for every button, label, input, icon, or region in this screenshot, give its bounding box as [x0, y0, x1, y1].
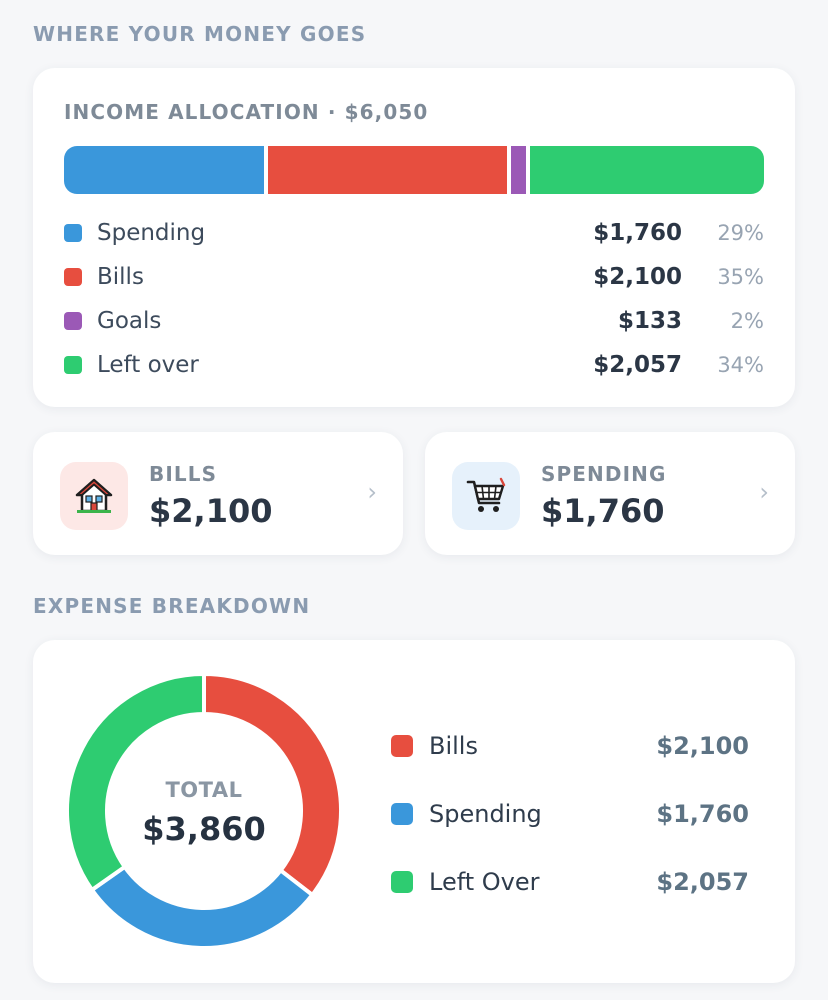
- bills-label: BILLS: [149, 462, 218, 486]
- legend-row-bills: Bills $2,100 35%: [64, 262, 764, 292]
- breakdown-row-left-over: Left Over $2,057: [391, 865, 749, 899]
- chevron-right-icon: ›: [367, 478, 377, 506]
- section-title-expense: EXPENSE BREAKDOWN: [33, 594, 311, 618]
- legend-row-goals: Goals $133 2%: [64, 306, 764, 336]
- allocation-bar: [64, 146, 764, 194]
- bills-value: $2,100: [149, 492, 273, 530]
- breakdown-label: Left Over: [429, 868, 540, 896]
- breakdown-label: Bills: [429, 732, 478, 760]
- spending-color-dot: [391, 803, 413, 825]
- left-over-color-dot: [64, 356, 82, 374]
- bills-summary-card[interactable]: BILLS $2,100 ›: [33, 432, 403, 555]
- breakdown-row-spending: Spending $1,760: [391, 797, 749, 831]
- donut-total-value: $3,860: [142, 810, 266, 848]
- spending-value: $1,760: [541, 492, 665, 530]
- legend-percent: 34%: [717, 353, 764, 377]
- expense-breakdown-card: TOTAL $3,860 Bills $2,100 Spending $1,76…: [33, 640, 795, 983]
- spending-summary-card[interactable]: SPENDING $1,760 ›: [425, 432, 795, 555]
- breakdown-row-bills: Bills $2,100: [391, 729, 749, 763]
- breakdown-amount: $1,760: [656, 800, 749, 828]
- legend-percent: 29%: [717, 221, 764, 245]
- allocation-title: INCOME ALLOCATION · $6,050: [64, 100, 429, 124]
- breakdown-label: Spending: [429, 800, 542, 828]
- house-icon: [60, 462, 128, 530]
- legend-label: Spending: [97, 220, 206, 246]
- allocation-segment-left-over: [530, 146, 764, 194]
- legend-percent: 2%: [730, 309, 764, 333]
- bills-color-dot: [64, 268, 82, 286]
- allocation-segment-bills: [268, 146, 507, 194]
- allocation-segment-spending: [64, 146, 265, 194]
- legend-label: Left over: [97, 352, 199, 378]
- goals-color-dot: [64, 312, 82, 330]
- income-allocation-card: INCOME ALLOCATION · $6,050 Spending $1,7…: [33, 68, 795, 407]
- chevron-right-icon: ›: [759, 478, 769, 506]
- bills-color-dot: [391, 735, 413, 757]
- allocation-segment-goals: [510, 146, 527, 194]
- breakdown-amount: $2,100: [656, 732, 749, 760]
- legend-amount: $2,057: [593, 352, 682, 378]
- donut-slice-spending: [89, 864, 316, 948]
- legend-amount: $1,760: [593, 220, 682, 246]
- section-title-money: WHERE YOUR MONEY GOES: [33, 22, 367, 46]
- expense-donut-chart: [67, 674, 341, 948]
- donut-slice-bills: [202, 674, 341, 898]
- legend-label: Bills: [97, 264, 144, 290]
- legend-row-left-over: Left over $2,057 34%: [64, 350, 764, 380]
- left-over-color-dot: [391, 871, 413, 893]
- donut-total-label: TOTAL: [165, 778, 243, 802]
- spending-color-dot: [64, 224, 82, 242]
- shopping-cart-icon: [452, 462, 520, 530]
- legend-percent: 35%: [717, 265, 764, 289]
- spending-label: SPENDING: [541, 462, 667, 486]
- donut-slice-left-over: [67, 674, 206, 893]
- legend-row-spending: Spending $1,760 29%: [64, 218, 764, 248]
- legend-amount: $133: [617, 308, 682, 334]
- breakdown-amount: $2,057: [656, 868, 749, 896]
- legend-label: Goals: [97, 308, 162, 334]
- legend-amount: $2,100: [593, 264, 682, 290]
